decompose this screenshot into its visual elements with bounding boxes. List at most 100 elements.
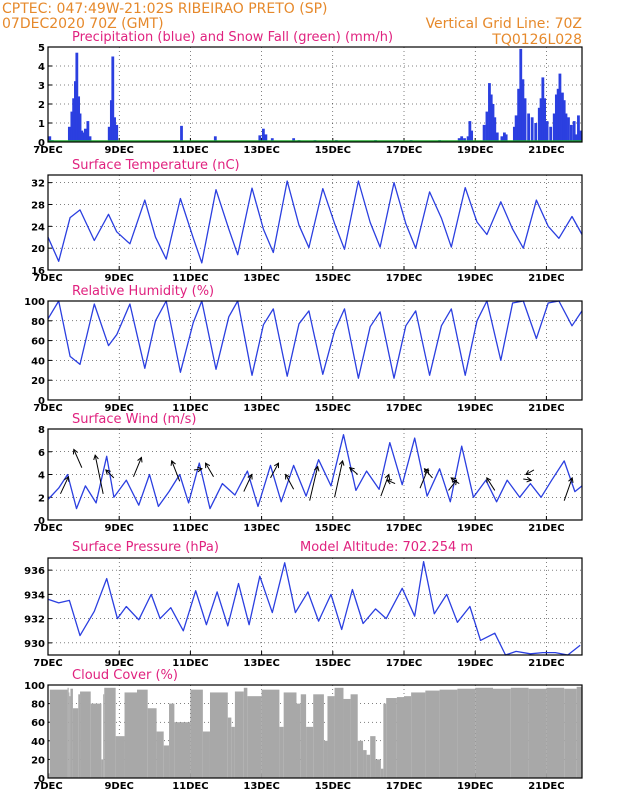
y-tick-label: 100 xyxy=(24,297,45,308)
wind-arrowhead xyxy=(313,465,320,472)
y-tick-label: 0 xyxy=(38,138,45,149)
wind-vector xyxy=(309,466,319,501)
wind-vector xyxy=(285,474,295,490)
cloud-bar xyxy=(174,722,191,778)
x-tick-label: 7DEC xyxy=(33,403,62,414)
wind-vector xyxy=(486,477,496,491)
x-tick-label: 7DEC xyxy=(33,273,62,284)
precip-bar xyxy=(48,136,52,142)
x-tick-label: 13DEC xyxy=(243,781,279,792)
wind-vector xyxy=(349,467,359,475)
wind-arrowhead xyxy=(72,448,79,455)
temperature-panel: Surface Temperature (nC) 7DEC 9DEC 11DEC 13D… xyxy=(31,158,583,284)
y-tick-label: 80 xyxy=(31,700,45,711)
cloud-bar xyxy=(227,717,232,778)
precip-bar xyxy=(261,128,265,142)
precip-bar xyxy=(502,132,506,142)
cloud-bar xyxy=(80,691,91,778)
wind-arrowhead xyxy=(93,454,99,461)
panel-frame xyxy=(47,557,583,656)
cloud-bar xyxy=(296,703,301,778)
cloud-bar xyxy=(169,703,175,778)
x-tick-label: 17DEC xyxy=(386,403,422,414)
x-tick-label: 19DEC xyxy=(457,781,493,792)
wind-vector xyxy=(525,469,535,475)
cloud-bar xyxy=(163,745,170,778)
precip-bar xyxy=(72,98,76,142)
precip-bar xyxy=(67,126,71,142)
y-tick-label: 60 xyxy=(31,718,45,729)
precip-bar xyxy=(537,107,541,142)
wind-vector xyxy=(380,474,390,497)
cloud-bar xyxy=(363,750,367,778)
wind-arrowhead xyxy=(170,459,176,466)
y-tick-label: 24 xyxy=(31,222,45,233)
cloud-bar xyxy=(313,694,324,778)
precip-bar xyxy=(530,117,534,142)
precip-bar xyxy=(109,100,113,142)
x-tick-label: 21DEC xyxy=(528,403,564,414)
precip-bar xyxy=(489,94,493,142)
cloud-bar xyxy=(334,687,344,778)
y-tick-label: 6 xyxy=(38,448,45,459)
x-tick-label: 13DEC xyxy=(243,273,279,284)
wind-vector xyxy=(105,469,115,479)
cloud-bar xyxy=(383,703,387,778)
precip-bar xyxy=(74,81,77,142)
precip-bar xyxy=(523,98,527,142)
y-tick-label: 932 xyxy=(24,615,45,626)
panel-frame xyxy=(47,684,583,779)
cloud-bar xyxy=(243,687,248,778)
x-tick-label: 19DEC xyxy=(457,145,493,156)
wind-vector xyxy=(386,479,396,485)
wind-panel: Surface Wind (m/s) 7DEC 9DEC 11DEC 13DEC 15DE… xyxy=(33,412,583,534)
temp-series-line xyxy=(47,180,583,264)
wind-vector xyxy=(171,460,181,482)
precip-bar xyxy=(466,136,470,142)
x-tick-label: 11DEC xyxy=(172,781,208,792)
x-tick-label: 19DEC xyxy=(457,403,493,414)
y-tick-label: 60 xyxy=(31,337,45,348)
y-tick-label: 100 xyxy=(24,681,45,692)
x-tick-label: 11DEC xyxy=(172,403,208,414)
precip-bar xyxy=(213,136,217,142)
precip-bar xyxy=(572,121,576,142)
wind-arrowhead xyxy=(348,466,355,473)
y-tick-label: 16 xyxy=(31,266,45,277)
x-tick-label: 19DEC xyxy=(457,658,493,669)
x-tick-label: 13DEC xyxy=(243,403,279,414)
cloud-bar xyxy=(493,688,511,778)
wind-arrowhead xyxy=(486,477,492,483)
precip-bar xyxy=(470,130,474,142)
precip-bar xyxy=(504,134,508,142)
cloud-bar xyxy=(78,694,81,778)
precip-bar xyxy=(86,121,90,142)
x-tick-label: 11DEC xyxy=(172,658,208,669)
wind-vector xyxy=(450,477,460,485)
panel-title: Cloud Cover (%) xyxy=(72,668,178,683)
x-tick-label: 9DEC xyxy=(104,658,133,669)
cloud-bar xyxy=(202,731,210,778)
x-tick-label: 9DEC xyxy=(104,273,133,284)
cloud-bar xyxy=(156,731,164,778)
cloud-bar xyxy=(404,696,412,778)
wind-series-line xyxy=(47,434,583,510)
precip-bar xyxy=(578,130,582,142)
x-tick-label: 15DEC xyxy=(315,145,351,156)
wind-arrowhead xyxy=(423,468,430,474)
cloud-bar xyxy=(564,688,577,778)
precip-bar xyxy=(75,52,79,143)
panel-frame xyxy=(47,428,583,521)
cloud-bar xyxy=(49,689,68,778)
y-tick-label: 20 xyxy=(31,376,45,387)
cloud-bar xyxy=(411,692,426,778)
cloud-bar xyxy=(72,708,79,778)
cloud-bar xyxy=(261,689,280,778)
x-tick-label: 19DEC xyxy=(457,273,493,284)
precip-bar xyxy=(514,115,518,142)
wind-vector xyxy=(132,457,142,477)
precip-bar xyxy=(539,98,543,142)
wind-arrowhead xyxy=(450,477,457,483)
y-tick-label: 4 xyxy=(38,471,45,482)
cloud-bar xyxy=(90,703,102,778)
